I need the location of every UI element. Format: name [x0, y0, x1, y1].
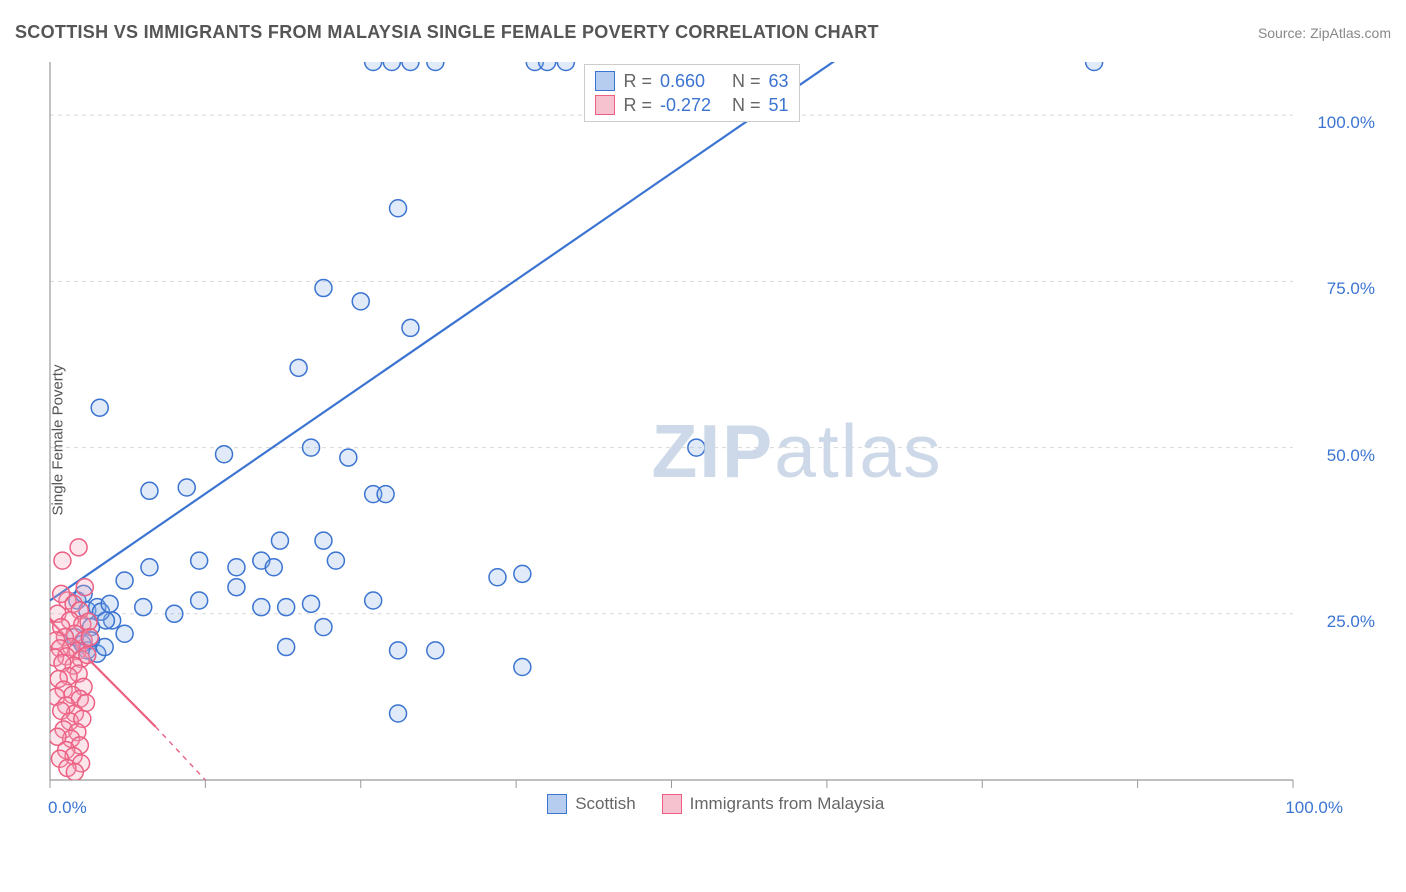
x-axis-max-label: 100.0%: [1285, 798, 1343, 818]
scatter-plot: [48, 60, 1383, 820]
correlation-legend-row: R = -0.272 N = 51: [595, 93, 788, 117]
legend-n-label: N =: [732, 69, 761, 93]
correlation-legend-row: R = 0.660 N = 63: [595, 69, 788, 93]
legend-swatch: [547, 794, 567, 814]
legend-n-label: N =: [732, 93, 761, 117]
legend-r-value: 0.660: [660, 69, 724, 93]
legend-r-value: -0.272: [660, 93, 724, 117]
chart-source: Source: ZipAtlas.com: [1258, 25, 1391, 41]
y-tick-label: 25.0%: [1327, 612, 1375, 632]
correlation-legend: R = 0.660 N = 63 R = -0.272 N = 51: [584, 64, 799, 122]
chart-title: SCOTTISH VS IMMIGRANTS FROM MALAYSIA SIN…: [15, 22, 879, 43]
series-legend-item: Scottish: [547, 794, 635, 814]
y-tick-label: 75.0%: [1327, 279, 1375, 299]
chart-area: Single Female Poverty ZIPatlas R =0.660N…: [48, 60, 1383, 820]
series-legend-label: Scottish: [575, 794, 635, 814]
legend-r-label: R =: [623, 69, 652, 93]
series-legend: Scottish Immigrants from Malaysia: [547, 794, 884, 814]
y-tick-label: 100.0%: [1317, 113, 1375, 133]
legend-r-label: R =: [623, 93, 652, 117]
legend-swatch: [595, 71, 615, 91]
legend-swatch: [662, 794, 682, 814]
y-tick-label: 50.0%: [1327, 446, 1375, 466]
legend-n-value: 51: [769, 93, 789, 117]
series-legend-label: Immigrants from Malaysia: [690, 794, 885, 814]
legend-n-value: 63: [769, 69, 789, 93]
chart-header: SCOTTISH VS IMMIGRANTS FROM MALAYSIA SIN…: [15, 22, 1391, 43]
x-axis-min-label: 0.0%: [48, 798, 87, 818]
legend-swatch: [595, 95, 615, 115]
series-legend-item: Immigrants from Malaysia: [662, 794, 885, 814]
